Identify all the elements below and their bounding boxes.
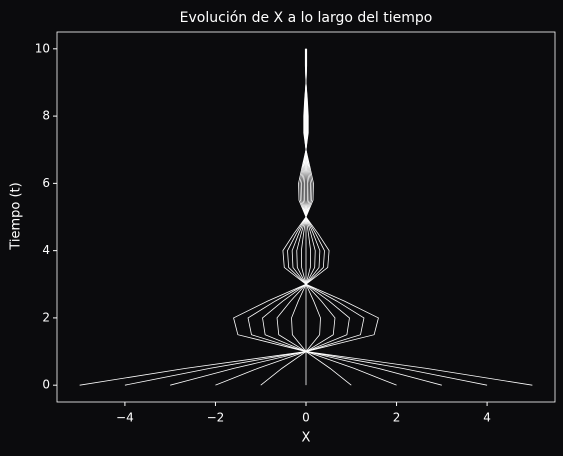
- y-tick-label: 8: [42, 109, 50, 123]
- y-axis-label: Tiempo (t): [9, 182, 24, 250]
- x-tick-label: 2: [393, 411, 401, 425]
- y-tick-label: 10: [35, 41, 50, 55]
- plot-frame: [56, 31, 556, 403]
- x-axis-label: X: [302, 431, 311, 446]
- x-tick-label: −4: [116, 411, 134, 425]
- series-line: [79, 48, 379, 386]
- x-tick-label: 4: [483, 411, 491, 425]
- x-tick-label: 0: [302, 411, 310, 425]
- y-tick-label: 6: [42, 176, 50, 190]
- y-tick-label: 0: [42, 378, 50, 392]
- x-tick-label: −2: [207, 411, 225, 425]
- y-tick-label: 2: [42, 310, 50, 324]
- y-tick-label: 4: [42, 243, 50, 257]
- chart-title: Evolución de X a lo largo del tiempo: [180, 10, 433, 26]
